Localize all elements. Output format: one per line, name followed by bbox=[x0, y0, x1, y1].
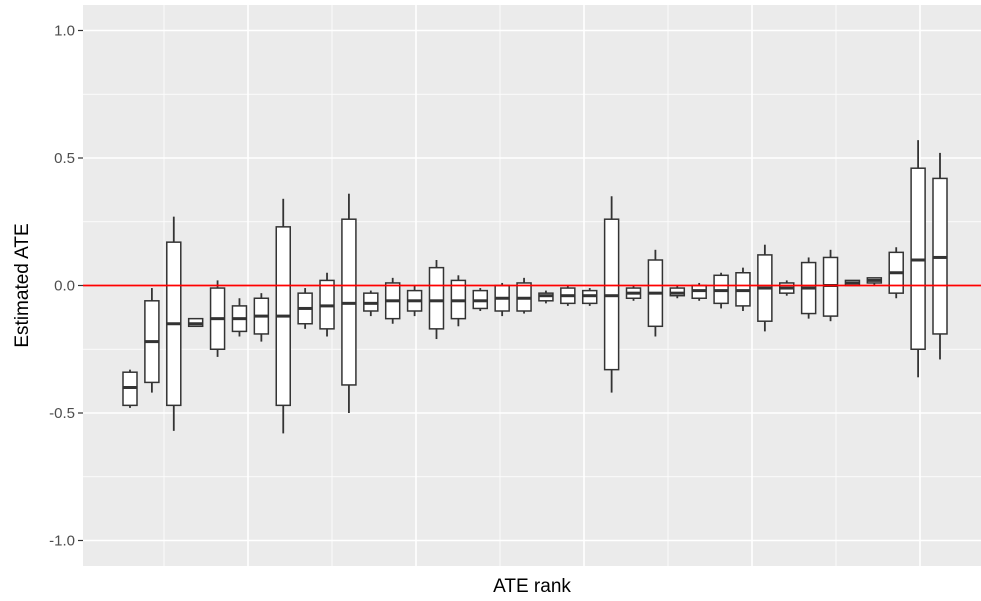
box-5 bbox=[209, 280, 226, 357]
y-tick-label: -1.0 bbox=[49, 533, 75, 550]
box-9 bbox=[297, 288, 313, 329]
box-13 bbox=[384, 277, 401, 324]
box-26 bbox=[669, 285, 686, 299]
box-8 bbox=[275, 198, 291, 434]
y-tick-label: -0.5 bbox=[49, 405, 75, 422]
box-iqr bbox=[428, 266, 445, 330]
box-29 bbox=[735, 267, 751, 311]
box-31 bbox=[779, 280, 795, 296]
box-1 bbox=[122, 369, 138, 408]
box-36 bbox=[888, 247, 904, 299]
box-12 bbox=[363, 290, 379, 317]
y-axis-title: Estimated ATE bbox=[12, 223, 33, 347]
box-37 bbox=[910, 140, 926, 378]
box-2 bbox=[144, 288, 160, 393]
y-tick-label: 1.0 bbox=[54, 23, 75, 40]
box-24 bbox=[625, 285, 642, 301]
box-30 bbox=[757, 244, 773, 332]
box-38 bbox=[932, 152, 948, 360]
box-19 bbox=[516, 277, 532, 314]
box-15 bbox=[428, 260, 445, 340]
box-series bbox=[122, 140, 948, 434]
y-tick-label: 0.0 bbox=[54, 278, 75, 295]
box-6 bbox=[231, 298, 248, 337]
box-7 bbox=[253, 293, 270, 342]
box-20 bbox=[538, 290, 554, 304]
box-25 bbox=[647, 249, 664, 337]
box-3 bbox=[166, 216, 182, 431]
box-16 bbox=[450, 275, 467, 327]
box-32 bbox=[800, 257, 817, 319]
box-23 bbox=[603, 196, 620, 393]
box-28 bbox=[713, 272, 729, 309]
box-11 bbox=[341, 193, 357, 413]
box-22 bbox=[581, 288, 598, 306]
y-tick-label: 0.5 bbox=[54, 150, 75, 167]
box-17 bbox=[472, 288, 489, 311]
box-21 bbox=[560, 285, 576, 306]
x-axis-title: ATE rank bbox=[493, 576, 571, 597]
box-14 bbox=[406, 285, 423, 317]
box-4 bbox=[187, 317, 204, 328]
box-18 bbox=[494, 282, 510, 317]
box-10 bbox=[319, 272, 335, 337]
y-axis-ticks: -1.0 -0.5 0.0 0.5 1.0 bbox=[49, 23, 83, 550]
